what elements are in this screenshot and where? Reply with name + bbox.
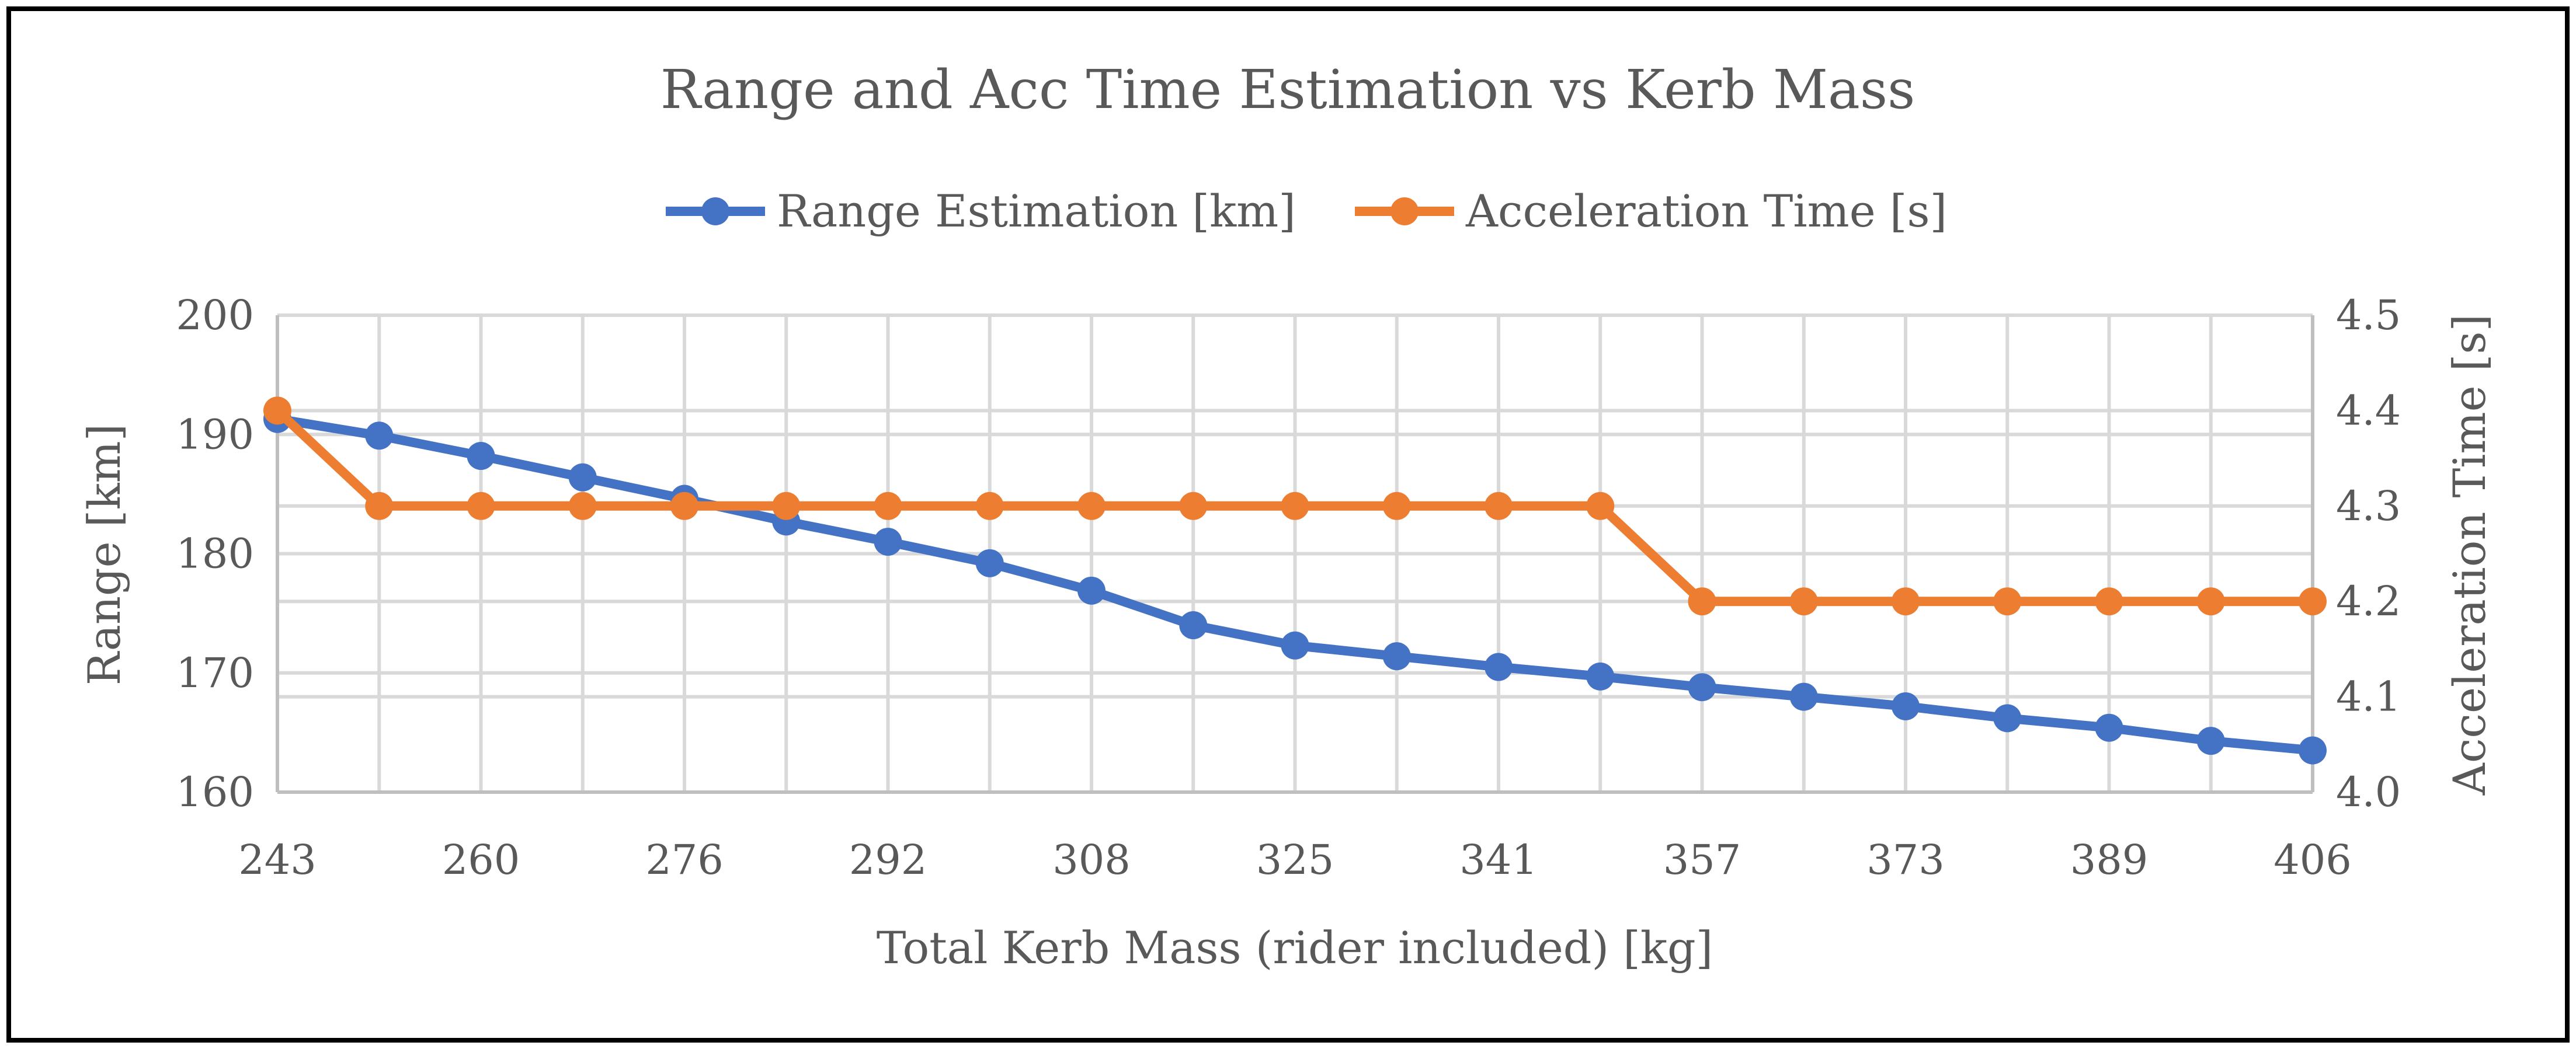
data-point bbox=[1281, 631, 1309, 660]
x-tick-label: 243 bbox=[238, 836, 317, 884]
data-point bbox=[975, 492, 1004, 520]
data-point bbox=[1179, 611, 1208, 640]
data-point bbox=[1281, 492, 1309, 520]
data-point bbox=[1382, 492, 1411, 520]
y2-tick-label: 4.5 bbox=[2336, 291, 2401, 339]
data-point bbox=[2196, 727, 2225, 755]
data-point bbox=[874, 528, 902, 556]
x-tick-label: 292 bbox=[849, 836, 927, 884]
x-tick-label: 389 bbox=[2070, 836, 2149, 884]
data-point bbox=[1688, 587, 1716, 616]
y2-tick-label: 4.1 bbox=[2336, 673, 2401, 721]
data-point bbox=[1892, 587, 1920, 616]
data-point bbox=[670, 492, 698, 520]
y2-tick-label: 4.2 bbox=[2336, 577, 2401, 625]
data-point bbox=[1892, 692, 1920, 720]
data-point bbox=[1586, 662, 1615, 691]
data-point bbox=[1789, 682, 1818, 711]
x-axis-title: Total Kerb Mass (rider included) [kg] bbox=[877, 922, 1713, 974]
x-tick-label: 325 bbox=[1256, 836, 1334, 884]
data-point bbox=[2196, 587, 2225, 616]
series-layer bbox=[263, 396, 2327, 765]
data-point bbox=[1993, 587, 2022, 616]
y2-tick-label: 4.3 bbox=[2336, 482, 2401, 530]
data-point bbox=[467, 492, 495, 520]
data-point bbox=[2299, 587, 2327, 616]
x-tick-label: 308 bbox=[1052, 836, 1131, 884]
y-tick-label: 200 bbox=[176, 291, 254, 339]
data-point bbox=[1789, 587, 1818, 616]
x-tick-label: 260 bbox=[442, 836, 520, 884]
y-tick-label: 170 bbox=[176, 649, 254, 697]
x-tick-label: 357 bbox=[1663, 836, 1741, 884]
chart-title: Range and Acc Time Estimation vs Kerb Ma… bbox=[660, 58, 1916, 121]
x-tick-label: 373 bbox=[1866, 836, 1945, 884]
data-point bbox=[1077, 576, 1106, 605]
data-point bbox=[874, 492, 902, 520]
data-point bbox=[1485, 492, 1513, 520]
y2-axis-title: Acceleration Time [s] bbox=[2443, 314, 2495, 796]
legend-label: Acceleration Time [s] bbox=[1465, 185, 1947, 237]
y2-tick-label: 4.0 bbox=[2336, 768, 2401, 816]
tick-labels: 160 170 180 190 200 4.0 4.1 4.2 4.3 4.4 4.5 243 260 2… bbox=[176, 291, 2401, 884]
data-point bbox=[2095, 713, 2123, 742]
data-point bbox=[1382, 642, 1411, 671]
legend: Range Estimation [km] Acceleration Time [… bbox=[666, 185, 1947, 237]
axes bbox=[276, 315, 2314, 794]
x-tick-label: 276 bbox=[645, 836, 724, 884]
y-tick-label: 160 bbox=[176, 768, 254, 816]
data-point bbox=[263, 396, 291, 425]
legend-swatch-marker bbox=[1390, 197, 1419, 225]
data-point bbox=[1993, 704, 2022, 733]
legend-swatch-marker bbox=[701, 197, 729, 225]
data-point bbox=[467, 442, 495, 471]
data-point bbox=[568, 463, 597, 492]
y-tick-label: 180 bbox=[176, 530, 254, 578]
data-point bbox=[568, 492, 597, 520]
legend-label: Range Estimation [km] bbox=[777, 185, 1296, 237]
chart-frame bbox=[6, 6, 2570, 1043]
y-tick-label: 190 bbox=[176, 410, 254, 458]
y-axis-title: Range [km] bbox=[78, 424, 130, 685]
data-point bbox=[1485, 653, 1513, 681]
data-point bbox=[1688, 673, 1716, 702]
data-point bbox=[2095, 587, 2123, 616]
data-point bbox=[975, 549, 1004, 577]
data-point bbox=[365, 492, 394, 520]
data-point bbox=[1077, 492, 1106, 520]
data-point bbox=[1586, 492, 1615, 520]
data-point bbox=[365, 421, 394, 450]
data-point bbox=[772, 492, 801, 520]
x-tick-label: 341 bbox=[1459, 836, 1538, 884]
y2-tick-label: 4.4 bbox=[2336, 386, 2401, 434]
x-tick-label: 406 bbox=[2273, 836, 2352, 884]
data-point bbox=[1179, 492, 1208, 520]
data-point bbox=[2299, 736, 2327, 765]
